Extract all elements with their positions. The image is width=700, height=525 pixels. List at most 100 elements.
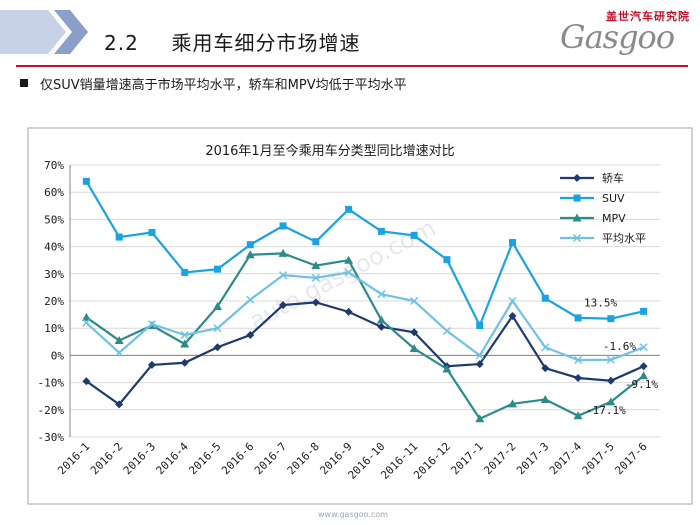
y-tick-label: 50% — [44, 213, 64, 226]
data-point — [279, 222, 287, 230]
x-tick-label: 2016-7 — [252, 440, 289, 477]
data-point — [475, 351, 484, 360]
y-tick-label: -30% — [38, 431, 65, 444]
data-point-stroke — [377, 290, 386, 299]
y-tick-label: 10% — [44, 322, 64, 335]
data-point — [311, 261, 321, 270]
data-point — [376, 315, 386, 324]
legend-label: MPV — [602, 212, 626, 225]
x-tick-label: 2017-2 — [481, 440, 518, 477]
data-point — [574, 373, 583, 382]
data-point — [607, 315, 615, 323]
legend-label: 轿车 — [602, 171, 624, 185]
data-point — [148, 228, 156, 236]
header-banner: 2.2 乘用车细分市场增速 盖世汽车研究院 Gasgoo — [0, 0, 700, 66]
data-point — [344, 307, 353, 316]
data-point — [572, 233, 582, 243]
series-0 — [82, 298, 648, 409]
data-point-stroke — [115, 348, 124, 357]
data-point-stroke — [410, 296, 419, 306]
section-title: 2.2 乘用车细分市场增速 — [104, 27, 361, 56]
data-point — [82, 377, 91, 386]
x-tick-label: 2016-6 — [219, 440, 256, 477]
header-divider — [16, 65, 688, 67]
data-point — [475, 360, 484, 369]
data-point — [311, 298, 320, 307]
data-point — [606, 397, 616, 406]
slide-subtitle: 仅SUV销量增速高于市场平均水平，轿车和MPV均低于平均水平 — [40, 78, 407, 93]
data-point — [246, 241, 254, 249]
data-point — [606, 376, 615, 385]
data-point — [345, 205, 353, 213]
gasgoo-logo: 盖世汽车研究院 Gasgoo — [560, 8, 690, 58]
data-point — [115, 400, 124, 409]
data-point — [180, 339, 190, 348]
logo-subtext: 盖世汽车研究院 — [606, 10, 690, 23]
data-point-stroke — [541, 343, 550, 352]
y-tick-label: 30% — [44, 268, 64, 281]
y-tick-label: 70% — [44, 159, 64, 172]
annotation-label: -1.6% — [603, 340, 636, 353]
data-point-stroke — [475, 351, 484, 360]
data-point — [246, 295, 255, 304]
legend-label: 平均水平 — [602, 232, 646, 245]
data-point — [541, 364, 550, 373]
y-tick-label: -20% — [38, 404, 65, 417]
data-point — [541, 294, 549, 302]
data-point — [377, 322, 386, 331]
x-tick-label: 2016-8 — [285, 440, 322, 477]
data-point — [377, 290, 386, 299]
data-point — [246, 331, 255, 339]
header-chevron-decoration — [0, 10, 88, 54]
data-point-stroke — [147, 320, 156, 329]
y-tick-label: 40% — [44, 241, 64, 254]
series-1 — [82, 177, 648, 329]
data-point — [245, 250, 255, 259]
data-point — [508, 399, 517, 408]
data-point — [213, 343, 222, 352]
data-point — [443, 256, 451, 264]
data-point — [639, 371, 649, 380]
chart-frame — [27, 127, 693, 505]
x-tick-label: 2016-2 — [88, 440, 125, 477]
data-point — [409, 344, 419, 353]
chart-title: 2016年1月至今乘用车分类型同比增速对比 — [205, 143, 454, 159]
series-line — [85, 301, 645, 406]
data-point — [81, 312, 91, 321]
data-point — [147, 320, 156, 329]
data-point — [181, 268, 189, 276]
legend-label: SUV — [602, 192, 625, 205]
data-point — [311, 273, 320, 282]
data-point — [442, 364, 452, 373]
x-tick-label: 2016-5 — [186, 440, 223, 477]
data-point — [572, 213, 582, 222]
data-point — [574, 314, 582, 322]
annotation-label: 13.5% — [584, 297, 617, 310]
data-point-stroke — [606, 355, 615, 364]
logo-wordmark: Gasgoo — [560, 18, 675, 56]
data-point — [442, 326, 451, 335]
footer-url: www.gasgoo.com — [318, 510, 388, 519]
data-point — [82, 318, 91, 327]
data-point — [147, 360, 156, 369]
data-point — [410, 231, 418, 239]
data-point — [508, 311, 517, 320]
y-tick-label: 0% — [51, 349, 65, 362]
data-point-stroke — [311, 273, 320, 282]
x-tick-label: 2017-3 — [514, 440, 551, 477]
section-number: 2.2 — [104, 31, 139, 55]
y-tick-label: 60% — [44, 186, 64, 199]
x-tick-label: 2017-1 — [449, 440, 486, 477]
data-point — [573, 174, 581, 182]
data-point-stroke — [246, 295, 255, 304]
series-2 — [81, 248, 649, 423]
data-point-stroke — [82, 318, 91, 327]
data-point — [541, 343, 550, 352]
data-point — [279, 301, 288, 310]
series-3 — [82, 268, 648, 365]
data-point — [540, 394, 550, 403]
series-line — [85, 252, 645, 421]
data-point — [377, 227, 385, 235]
x-tick-label: 2017-6 — [612, 440, 649, 477]
y-tick-label: -10% — [38, 377, 65, 390]
